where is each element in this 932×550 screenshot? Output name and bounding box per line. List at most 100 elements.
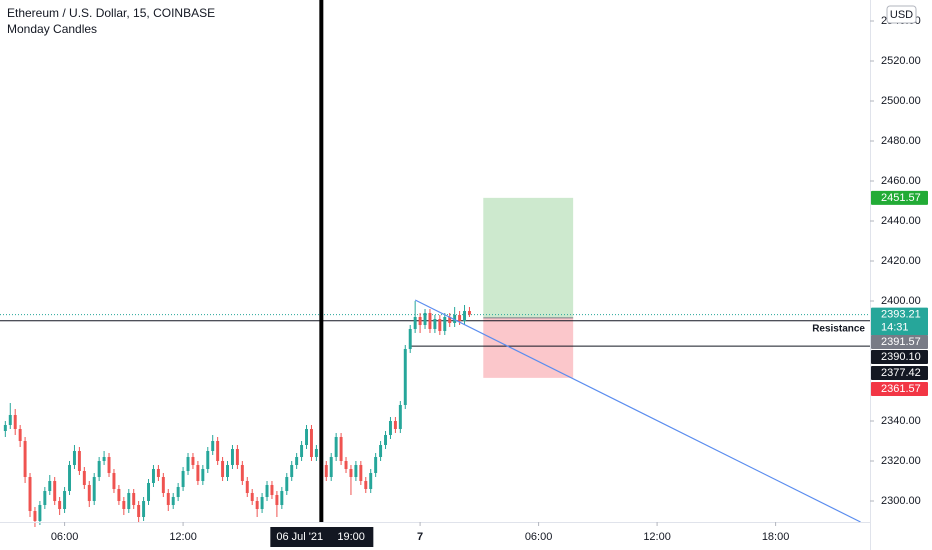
candle-body [142, 501, 146, 517]
entry-label-bg [871, 335, 928, 349]
resistance-label: Resistance [812, 323, 865, 334]
crosshair-label-bg [270, 527, 374, 547]
candle-body [384, 435, 388, 445]
stop-label: 2361.57 [881, 383, 921, 395]
candle-body [250, 493, 254, 501]
candle-body [245, 481, 249, 493]
candle-body [161, 477, 165, 493]
current-price-label: 2393.21 [881, 308, 921, 320]
candle-body [97, 461, 101, 477]
candle-body [314, 449, 318, 457]
candle-body [137, 505, 141, 517]
candle-body [48, 481, 52, 491]
candle-body [344, 461, 348, 469]
profit-zone [483, 197, 574, 318]
support-price-label: 2377.42 [881, 367, 921, 379]
candle-body [453, 315, 457, 323]
candle-body [334, 437, 338, 457]
candle-body [211, 441, 215, 451]
candle-body [467, 311, 471, 315]
y-tick-label: 2420.00 [881, 255, 921, 267]
candle-body [191, 457, 195, 465]
candle-body [216, 441, 220, 461]
candle-body [156, 469, 160, 477]
candle-body [423, 313, 427, 325]
target-label-bg [871, 190, 928, 205]
candle-body [324, 465, 328, 477]
candle-body [329, 457, 333, 477]
trendline [414, 299, 861, 523]
y-tick-label: 2440.00 [881, 215, 921, 227]
candle-body [359, 465, 363, 481]
candle-body [388, 421, 392, 435]
candle-body [433, 319, 437, 329]
countdown: 14:31 [881, 321, 909, 333]
candle-body [290, 465, 294, 477]
candle-body [280, 491, 284, 505]
candle-body [102, 457, 106, 461]
y-tick-label: 2520.00 [881, 55, 921, 67]
candle-body [235, 449, 239, 465]
candle-body [58, 501, 62, 509]
resistance-price-label: 2390.10 [881, 351, 921, 363]
candle-body [275, 495, 279, 505]
candle-body [295, 457, 299, 465]
candle-body [393, 421, 397, 429]
candle-body [87, 485, 91, 501]
crosshair-time: 19:00 [337, 531, 365, 543]
candle-body [13, 415, 17, 429]
crosshair-date: 06 Jul '21 [276, 531, 323, 543]
x-tick-label: 06:00 [51, 531, 79, 543]
candle-body [117, 489, 121, 501]
candle-body [379, 445, 383, 457]
candle-body [428, 313, 432, 329]
x-tick-label: 06:00 [525, 531, 553, 543]
candle-body [458, 315, 462, 321]
y-tick-label: 2340.00 [881, 415, 921, 427]
y-tick-label: 2300.00 [881, 495, 921, 507]
current-price-label-bg [871, 307, 928, 336]
candle-body [201, 469, 205, 481]
candle-body [43, 491, 47, 505]
resistance-price-label-bg [871, 350, 928, 364]
candle-body [147, 483, 151, 501]
support-price-label-bg [871, 366, 928, 380]
candle-body [403, 349, 407, 405]
candle-body [300, 445, 304, 457]
candle-body [438, 319, 442, 331]
candle-body [171, 497, 175, 505]
candle-body [68, 465, 72, 491]
candle-body [77, 451, 81, 471]
candle-body [270, 485, 274, 495]
candle-body [418, 317, 422, 325]
candle-body [309, 429, 313, 457]
candle-body [369, 473, 373, 489]
candle-body [221, 461, 225, 477]
candle-body [28, 477, 32, 511]
y-tick-label: 2460.00 [881, 175, 921, 187]
candle-body [285, 477, 289, 491]
x-tick-label: 12:00 [643, 531, 671, 543]
entry-label: 2391.57 [881, 336, 921, 348]
candle-body [132, 493, 136, 505]
candle-body [151, 469, 155, 483]
candle-body [63, 491, 67, 509]
candle-body [122, 501, 126, 509]
candle-body [176, 487, 180, 497]
x-tick-label: 12:00 [169, 531, 197, 543]
target-label: 2451.57 [881, 192, 921, 204]
candle-body [3, 425, 7, 431]
candle-body [92, 477, 96, 501]
candle-body [230, 449, 234, 465]
plot-area: Resistance [0, 197, 870, 527]
candle-body [443, 317, 447, 331]
candle-body [364, 481, 368, 489]
candle-body [18, 429, 22, 441]
currency: USD [890, 9, 913, 21]
candle-body [398, 405, 402, 429]
candle-body [349, 469, 353, 477]
x-tick-label: 18:00 [762, 531, 790, 543]
candle-body [413, 317, 417, 329]
candle-body [8, 415, 12, 425]
